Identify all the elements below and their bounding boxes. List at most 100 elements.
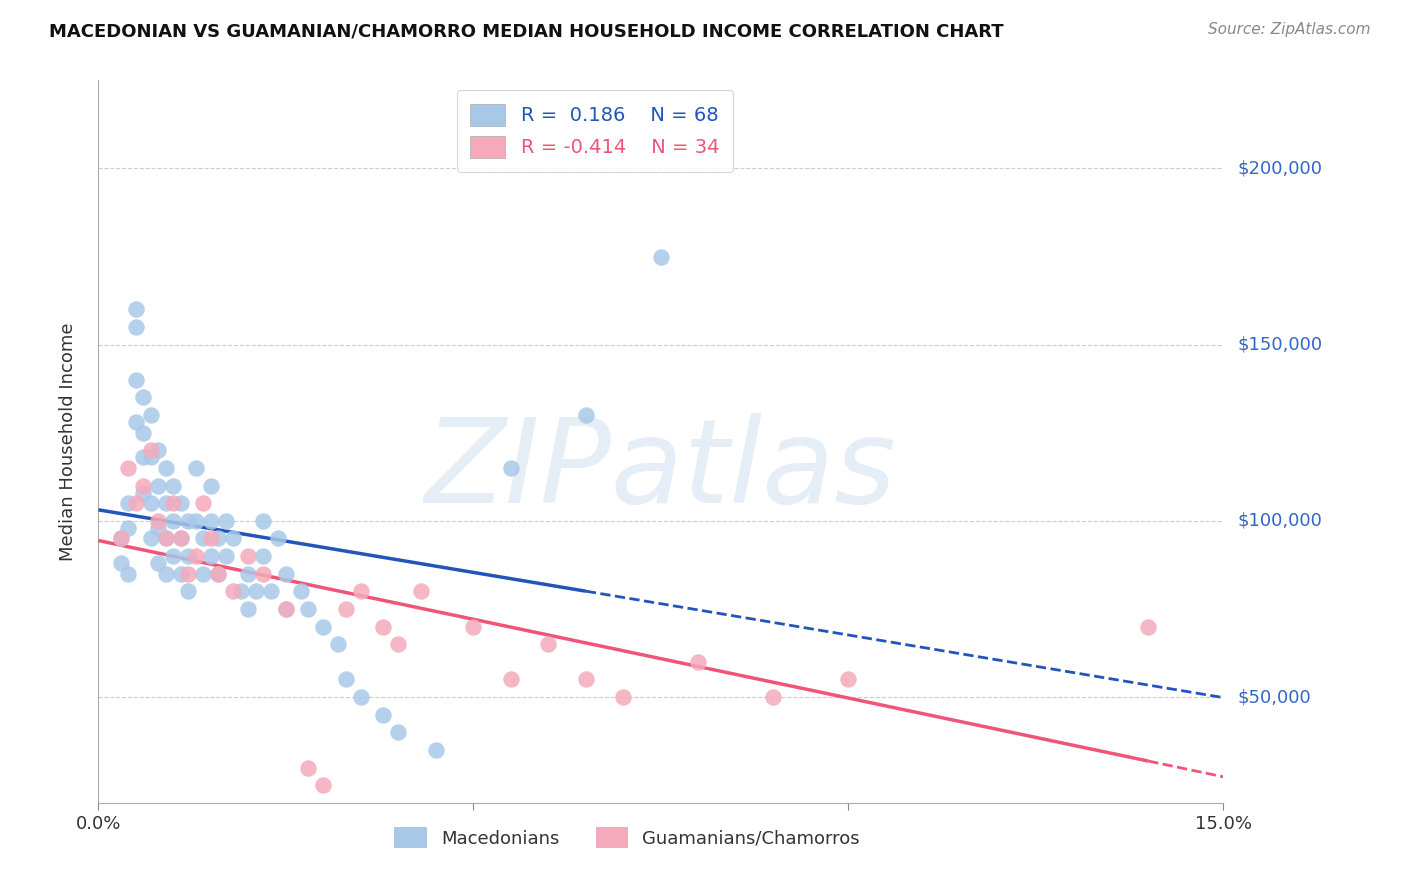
Point [110, 556, 132, 570]
Text: $50,000: $50,000 [1237, 688, 1310, 706]
Point [425, 743, 447, 757]
Text: $100,000: $100,000 [1237, 512, 1322, 530]
Point [229, 584, 252, 599]
Point [312, 619, 335, 633]
Point [575, 408, 598, 422]
Point [148, 514, 170, 528]
Point [274, 602, 297, 616]
Point [155, 532, 177, 546]
Y-axis label: Median Household Income: Median Household Income [59, 322, 77, 561]
Point [139, 496, 162, 510]
Point [238, 566, 260, 581]
Point [162, 496, 184, 510]
Point [387, 637, 409, 651]
Point [170, 532, 193, 546]
Point [267, 532, 290, 546]
Point [193, 532, 215, 546]
Point [373, 619, 395, 633]
Point [125, 302, 148, 317]
Point [252, 549, 274, 563]
Point [125, 320, 148, 334]
Point [139, 532, 162, 546]
Point [117, 566, 139, 581]
Point [312, 778, 335, 792]
Point [162, 549, 184, 563]
Point [139, 408, 162, 422]
Point [290, 584, 312, 599]
Point [162, 478, 184, 492]
Point [537, 637, 560, 651]
Point [110, 532, 132, 546]
Point [148, 556, 170, 570]
Point [200, 478, 222, 492]
Point [155, 496, 177, 510]
Point [260, 584, 283, 599]
Point [155, 566, 177, 581]
Point [132, 478, 155, 492]
Point [125, 496, 148, 510]
Point [463, 619, 485, 633]
Point [170, 496, 193, 510]
Point [132, 450, 155, 465]
Point [132, 391, 155, 405]
Point [207, 566, 229, 581]
Point [274, 602, 297, 616]
Point [222, 584, 245, 599]
Point [200, 514, 222, 528]
Point [170, 532, 193, 546]
Point [297, 602, 319, 616]
Point [177, 566, 200, 581]
Point [350, 584, 373, 599]
Point [335, 673, 357, 687]
Point [207, 532, 229, 546]
Text: $150,000: $150,000 [1237, 335, 1322, 353]
Point [499, 673, 522, 687]
Point [238, 549, 260, 563]
Point [245, 584, 267, 599]
Point [335, 602, 357, 616]
Point [162, 514, 184, 528]
Point [350, 690, 373, 704]
Point [148, 478, 170, 492]
Point [125, 415, 148, 429]
Point [650, 250, 672, 264]
Point [1137, 619, 1160, 633]
Point [155, 532, 177, 546]
Point [139, 450, 162, 465]
Point [688, 655, 710, 669]
Point [184, 514, 207, 528]
Point [387, 725, 409, 739]
Point [193, 496, 215, 510]
Point [215, 549, 238, 563]
Point [252, 514, 274, 528]
Point [117, 496, 139, 510]
Point [177, 549, 200, 563]
Point [238, 602, 260, 616]
Legend: Macedonians, Guamanians/Chamorros: Macedonians, Guamanians/Chamorros [387, 820, 868, 855]
Text: Source: ZipAtlas.com: Source: ZipAtlas.com [1208, 22, 1371, 37]
Point [612, 690, 634, 704]
Point [409, 584, 432, 599]
Point [117, 461, 139, 475]
Point [328, 637, 350, 651]
Point [297, 760, 319, 774]
Point [200, 549, 222, 563]
Point [148, 521, 170, 535]
Point [575, 673, 598, 687]
Point [177, 584, 200, 599]
Point [139, 443, 162, 458]
Point [170, 566, 193, 581]
Point [184, 461, 207, 475]
Point [373, 707, 395, 722]
Point [125, 373, 148, 387]
Point [762, 690, 785, 704]
Point [274, 566, 297, 581]
Point [207, 566, 229, 581]
Point [155, 461, 177, 475]
Text: $200,000: $200,000 [1237, 160, 1322, 178]
Point [222, 532, 245, 546]
Text: MACEDONIAN VS GUAMANIAN/CHAMORRO MEDIAN HOUSEHOLD INCOME CORRELATION CHART: MACEDONIAN VS GUAMANIAN/CHAMORRO MEDIAN … [49, 22, 1004, 40]
Point [193, 566, 215, 581]
Point [200, 532, 222, 546]
Point [837, 673, 859, 687]
